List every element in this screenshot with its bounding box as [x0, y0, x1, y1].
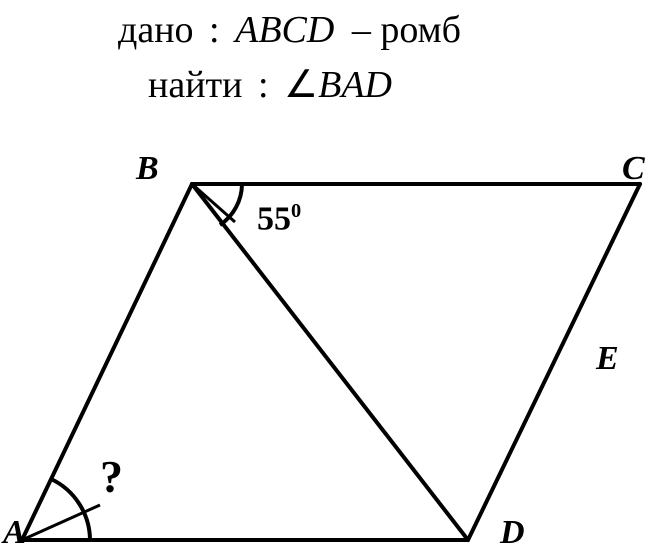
vertex-label-b: B — [136, 150, 159, 188]
angle-dbc-label: 550 — [257, 200, 301, 238]
vertex-label-c: C — [622, 150, 645, 188]
vertex-label-d: D — [500, 514, 525, 552]
vertex-label-e: E — [596, 340, 619, 378]
angle-bad-label: ? — [100, 450, 123, 503]
vertex-label-a: A — [3, 514, 26, 552]
